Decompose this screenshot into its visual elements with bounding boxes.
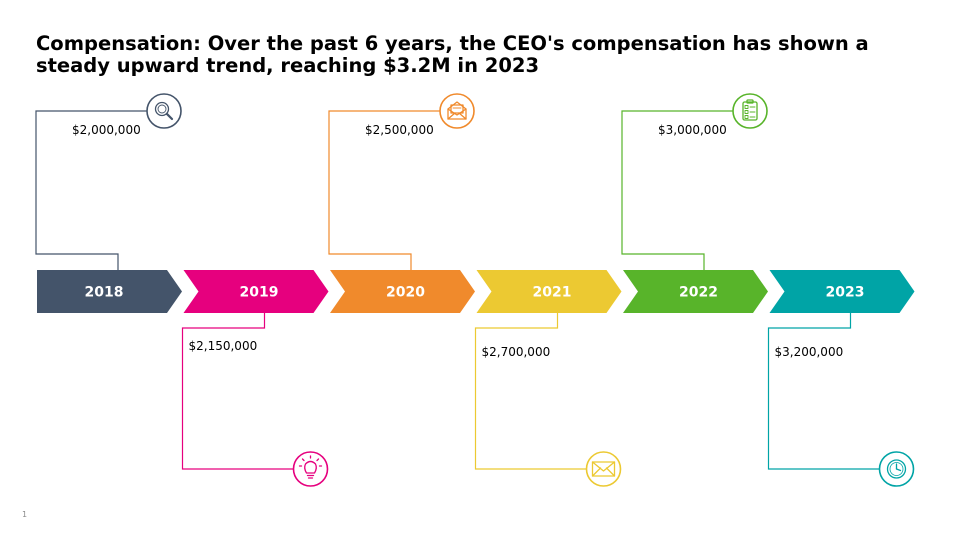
chevron-2020 (330, 270, 475, 313)
mail-icon (585, 451, 622, 487)
year-label-2021: 2021 (533, 285, 572, 301)
value-label-2022: $3,000,000 (658, 123, 727, 137)
value-label-2019: $2,150,000 (188, 339, 258, 353)
connector-2018 (35, 110, 147, 270)
year-label-2022: 2022 (679, 285, 718, 301)
year-label-2019: 2019 (240, 285, 279, 301)
checklist-icon (732, 93, 768, 129)
timeline-chevrons: 2018 2019 2020 2021 2022 2023 (37, 270, 915, 313)
connector-2023 (767, 313, 880, 470)
year-label-2020: 2020 (386, 285, 425, 301)
connector-2021 (474, 313, 587, 470)
value-label-2023: $3,200,000 (774, 345, 844, 359)
connector-2022 (621, 110, 733, 270)
chevron-2019 (183, 270, 329, 313)
chevron-2023 (769, 270, 915, 313)
value-label-2021: $2,700,000 (481, 345, 551, 359)
magnifier-icon (146, 93, 182, 129)
value-label-2020: $2,500,000 (365, 123, 434, 137)
year-label-2023: 2023 (826, 285, 865, 301)
slide-title: Compensation: Over the past 6 years, the… (36, 32, 869, 77)
connector-lines (35, 110, 880, 470)
value-label-2018: $2,000,000 (72, 123, 141, 137)
milestone-icons (146, 93, 915, 487)
chevron-2021 (476, 270, 622, 313)
chevron-2018 (37, 270, 182, 313)
connector-2020 (328, 110, 440, 270)
clock-icon (878, 451, 915, 487)
lightbulb-icon (292, 451, 329, 487)
year-label-2018: 2018 (85, 285, 124, 301)
open-mail-icon (439, 93, 475, 129)
page-number: 1 (22, 510, 28, 519)
chevron-2022 (623, 270, 768, 313)
connector-2019 (181, 313, 294, 470)
